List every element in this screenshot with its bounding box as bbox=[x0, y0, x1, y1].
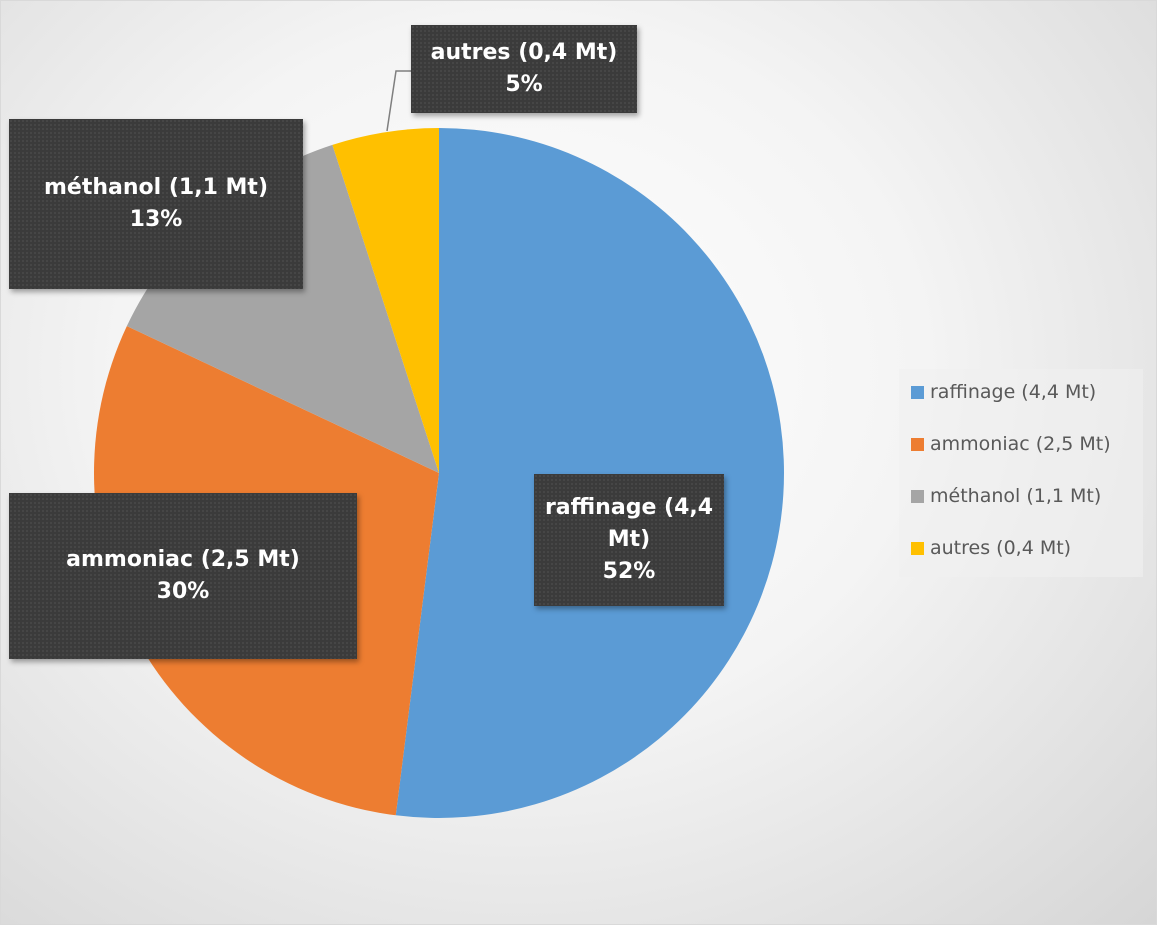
legend-label: méthanol (1,1 Mt) bbox=[930, 485, 1102, 507]
legend-swatch bbox=[911, 385, 924, 399]
pie-slice bbox=[332, 128, 439, 473]
legend-label: raffinage (4,4 Mt) bbox=[930, 381, 1097, 403]
data-label: méthanol (1,1 Mt) 13% bbox=[9, 119, 303, 289]
legend-entry: ammoniac (2,5 Mt) bbox=[911, 433, 1111, 455]
label-category: autres (0,4 Mt) bbox=[430, 40, 618, 65]
legend-entry: raffinage (4,4 Mt) bbox=[911, 381, 1096, 403]
legend-label: autres (0,4 Mt) bbox=[930, 537, 1072, 559]
label-value: 52% bbox=[602, 559, 656, 584]
legend-label: ammoniac (2,5 Mt) bbox=[930, 433, 1111, 455]
legend: raffinage (4,4 Mt) ammoniac (2,5 Mt) métha… bbox=[899, 369, 1143, 577]
data-label: raffinage (4,4 Mt) 52% bbox=[534, 474, 724, 606]
label-category: ammoniac (2,5 Mt) bbox=[66, 547, 300, 572]
legend-entry: méthanol (1,1 Mt) bbox=[911, 485, 1101, 507]
legend-entry: autres (0,4 Mt) bbox=[911, 537, 1071, 559]
label-category: méthanol (1,1 Mt) bbox=[44, 175, 268, 200]
label-value: 13% bbox=[129, 207, 183, 232]
data-label: ammoniac (2,5 Mt) 30% bbox=[9, 493, 357, 659]
label-category: raffinage (4,4 Mt) bbox=[544, 495, 714, 552]
pie-slice bbox=[395, 128, 784, 818]
legend-swatch bbox=[911, 437, 924, 451]
data-label: autres (0,4 Mt) 5% bbox=[411, 25, 637, 113]
label-value: 30% bbox=[156, 579, 210, 604]
legend-swatch bbox=[911, 541, 924, 555]
leader-line bbox=[386, 70, 411, 132]
label-value: 5% bbox=[505, 72, 543, 97]
legend-swatch bbox=[911, 489, 924, 503]
